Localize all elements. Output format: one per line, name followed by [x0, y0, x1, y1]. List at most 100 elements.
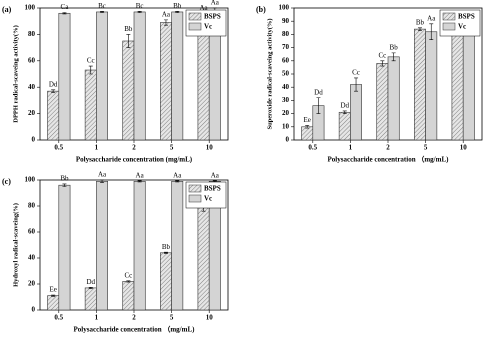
bar: [160, 252, 172, 311]
x-tick-label: 5: [170, 144, 174, 152]
y-tick-label: 40: [28, 83, 36, 91]
panel-label: (c): [2, 177, 11, 186]
error-bar: [175, 11, 180, 13]
error-bar: [137, 11, 142, 13]
error-bar: [417, 27, 422, 31]
error-bar: [137, 180, 142, 183]
y-tick-label: 20: [28, 280, 36, 288]
error-bar: [100, 179, 105, 183]
bar: [451, 22, 464, 141]
y-tick-label: 80: [28, 30, 36, 38]
x-tick-label: 2: [132, 144, 136, 152]
x-tick-label: 5: [424, 144, 428, 152]
error-bar: [51, 89, 56, 93]
error-bar: [62, 183, 67, 187]
x-axis-label: Polysaccharide concentration （mg/mL): [328, 156, 450, 164]
x-tick-label: 1: [349, 144, 353, 152]
error-bar: [175, 180, 180, 183]
x-tick-label: 1: [95, 314, 99, 322]
error-bar: [305, 125, 310, 129]
bar: [171, 11, 184, 141]
x-tick-label: 5: [170, 314, 174, 322]
bar: [338, 111, 351, 141]
significance-label: Ee: [49, 286, 56, 294]
bar: [133, 11, 146, 141]
y-tick-label: 70: [282, 43, 290, 51]
significance-label: Ee: [303, 116, 310, 124]
significance-label: Aa: [199, 4, 208, 12]
legend-label: Vc: [204, 23, 212, 31]
error-bar: [380, 60, 385, 67]
y-tick-label: 30: [282, 96, 290, 104]
y-tick-label: 40: [28, 254, 36, 262]
bar: [47, 295, 60, 311]
y-tick-label: 10: [282, 122, 290, 130]
y-axis-label: Hydroxyl radical-scaveing(%): [12, 203, 19, 287]
panel-label: (a): [2, 5, 12, 14]
x-tick-label: 10: [206, 314, 214, 322]
significance-label: Aa: [427, 14, 436, 22]
significance-label: Aa: [98, 171, 107, 179]
bar: [376, 63, 389, 141]
error-bar: [354, 77, 359, 92]
bar: [425, 31, 438, 141]
x-tick-label: 0.5: [54, 314, 63, 322]
y-tick-label: 40: [282, 83, 290, 91]
bar: [122, 40, 135, 141]
error-bar: [316, 97, 321, 114]
bar: [58, 12, 71, 141]
significance-label: Cc: [124, 271, 132, 279]
significance-label: Bc: [98, 2, 106, 10]
y-axis-label: Superoxide radical-scaveing activity(%): [266, 18, 273, 129]
significance-label: Bb: [416, 18, 425, 26]
bar: [462, 30, 475, 141]
error-bar: [342, 110, 347, 114]
x-tick-label: 2: [386, 144, 390, 152]
significance-label: Aa: [211, 171, 220, 179]
significance-label: Bb: [60, 175, 69, 183]
significance-label: Bb: [390, 43, 399, 51]
bar: [197, 207, 210, 311]
x-axis-label: Polysaccharide concentration (mg/mL): [76, 156, 193, 164]
y-tick-label: 0: [32, 136, 36, 144]
bar: [96, 11, 108, 141]
x-tick-label: 2: [132, 314, 136, 322]
y-tick-label: 60: [28, 228, 36, 236]
y-tick-label: 60: [282, 56, 290, 64]
error-bar: [163, 19, 168, 26]
x-axis-label: Polysaccharide concentration （mg/mL): [74, 326, 196, 334]
significance-label: Dd: [314, 88, 323, 96]
y-axis-label: DPPH radical-scaveing activity(%): [12, 25, 19, 122]
bar: [387, 56, 400, 141]
significance-label: Dd: [86, 278, 95, 286]
legend-label: BSPS: [458, 13, 475, 21]
bar: [133, 181, 146, 311]
legend-swatch: [188, 12, 202, 21]
x-tick-label: 10: [460, 144, 468, 152]
y-tick-label: 90: [282, 17, 290, 25]
error-bar: [88, 65, 93, 75]
bar: [84, 69, 97, 141]
error-bar: [51, 294, 56, 297]
y-tick-label: 60: [28, 56, 36, 64]
error-bar: [163, 251, 168, 254]
significance-label: Cc: [87, 57, 95, 65]
bar: [122, 281, 135, 311]
bar: [96, 181, 108, 311]
error-bar: [126, 34, 131, 48]
y-tick-label: 80: [282, 30, 290, 38]
significance-label: Bb: [162, 243, 171, 251]
x-tick-label: 10: [206, 144, 214, 152]
legend-label: BSPS: [204, 185, 221, 193]
bar: [160, 22, 172, 141]
significance-label: Aa: [211, 0, 220, 7]
y-tick-label: 20: [28, 109, 36, 117]
legend-swatch: [188, 22, 202, 31]
error-bar: [100, 11, 105, 13]
legend-label: BSPS: [204, 13, 221, 21]
error-bar: [429, 23, 434, 40]
significance-label: Aa: [136, 171, 145, 179]
significance-label: Dd: [340, 102, 349, 110]
significance-label: Bb: [173, 2, 182, 10]
